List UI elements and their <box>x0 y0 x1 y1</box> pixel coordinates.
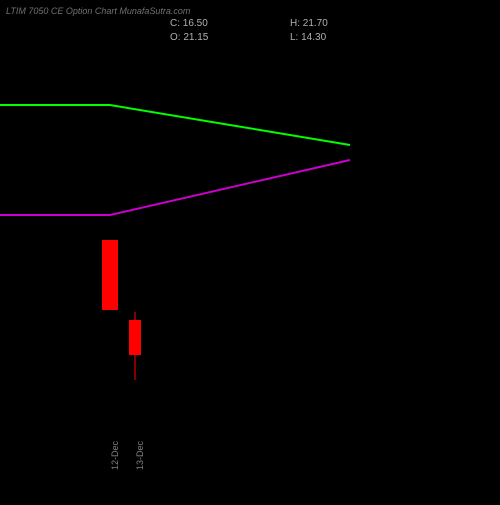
x-axis-tick-label: 13-Dec <box>135 441 145 470</box>
indicator-line <box>0 160 350 215</box>
candle-body <box>129 320 141 355</box>
chart-plot-area <box>0 0 500 500</box>
chart-svg <box>0 0 500 500</box>
candle-body <box>102 240 118 310</box>
x-axis-tick-label: 12-Dec <box>110 441 120 470</box>
indicator-line <box>0 105 350 145</box>
